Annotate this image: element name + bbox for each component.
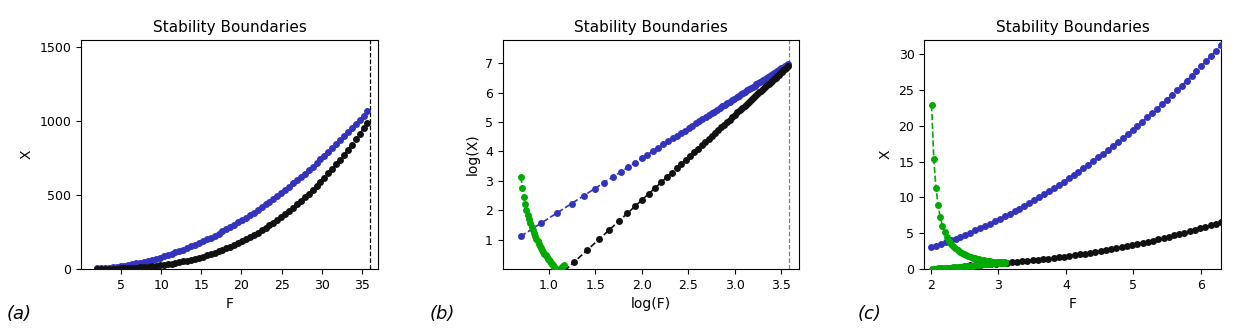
Text: (b): (b) [430, 305, 455, 323]
Title: Stability Boundaries: Stability Boundaries [574, 20, 728, 35]
Y-axis label: X: X [20, 150, 34, 159]
Title: Stability Boundaries: Stability Boundaries [996, 20, 1150, 35]
Text: (c): (c) [857, 305, 881, 323]
Text: (a): (a) [6, 305, 31, 323]
X-axis label: F: F [226, 297, 233, 311]
X-axis label: F: F [1069, 297, 1077, 311]
X-axis label: log(F): log(F) [630, 297, 672, 311]
Y-axis label: X: X [878, 150, 893, 159]
Title: Stability Boundaries: Stability Boundaries [152, 20, 307, 35]
Y-axis label: log(X): log(X) [465, 133, 480, 175]
